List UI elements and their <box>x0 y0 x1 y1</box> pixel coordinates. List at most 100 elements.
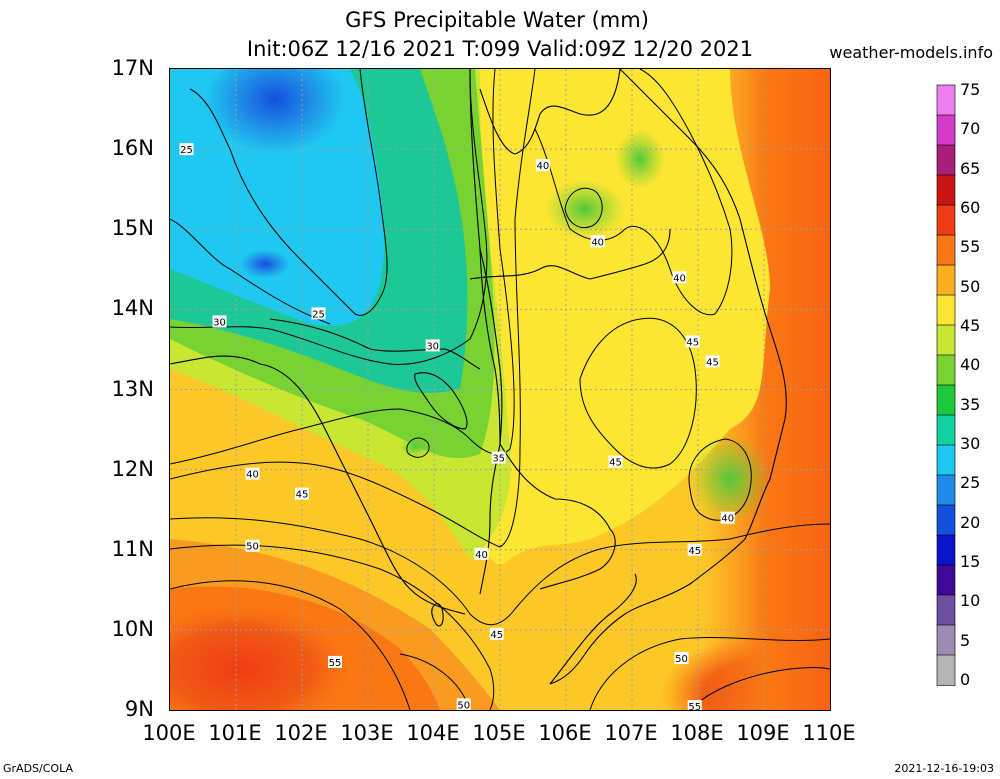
contour-55-se <box>689 667 830 710</box>
svg-text:55: 55 <box>688 702 701 710</box>
colorbar-swatch <box>936 594 956 626</box>
svg-text:40: 40 <box>537 161 550 172</box>
lon-label: 109E <box>736 721 790 745</box>
lat-label: 11N <box>111 536 154 561</box>
footer-right: 2021-12-16-19:03 <box>894 762 994 775</box>
map-plot: 25 25 30 30 35 40 40 40 40 40 40 45 45 45 45 45 45 50 50 50… <box>169 68 831 711</box>
border-thailand-cambodia <box>269 318 481 370</box>
colorbar-label: 40 <box>960 355 981 375</box>
contour-label: 30 <box>425 339 440 352</box>
svg-text:25: 25 <box>180 145 193 156</box>
river-mekong <box>479 248 503 595</box>
contour-label: 40 <box>245 467 260 481</box>
colorbar-label: 70 <box>960 119 981 139</box>
lon-label: 106E <box>538 721 592 745</box>
contour-30 <box>170 69 488 365</box>
contour-label: 45 <box>687 543 702 557</box>
svg-text:45: 45 <box>609 458 622 469</box>
svg-text:40: 40 <box>721 514 734 525</box>
svg-text:40: 40 <box>246 470 259 481</box>
contour-label: 50 <box>245 539 260 553</box>
colorbar-swatch <box>936 114 956 146</box>
borders-coastline <box>170 69 787 685</box>
colorbar-swatch <box>936 204 956 236</box>
lat-label: 16N <box>111 136 154 161</box>
lake-tonle-sap <box>414 372 468 430</box>
colorbar-label: 55 <box>960 237 981 257</box>
lon-label: 110E <box>802 721 856 745</box>
contour-label: 40 <box>672 271 687 284</box>
colorbar-swatch <box>936 444 956 476</box>
contour-40-ne <box>534 69 733 316</box>
map-subtitle: Init:06Z 12/16 2021 T:099 Valid:09Z 12/2… <box>246 37 754 61</box>
lat-label: 9N <box>124 697 154 721</box>
coastline-gulf <box>170 355 466 615</box>
colorbar-label: 65 <box>960 158 981 178</box>
colorbar-label: 15 <box>960 552 981 571</box>
colorbar-swatch <box>936 534 956 566</box>
contour-label: 45 <box>295 487 309 501</box>
contour-label: 55 <box>687 699 702 710</box>
pw-contours <box>170 69 830 710</box>
contour-label: 30 <box>212 315 227 328</box>
contour-label: 45 <box>608 455 623 469</box>
lon-label: 105E <box>472 721 526 745</box>
coastline-mekong-delta <box>549 573 637 685</box>
svg-text:25: 25 <box>312 309 325 320</box>
colorbar-swatch <box>936 654 956 686</box>
contour-label: 45 <box>705 355 720 368</box>
colorbar-swatch <box>936 474 956 506</box>
svg-text:55: 55 <box>329 658 342 669</box>
contour-55 <box>170 580 411 710</box>
contour-label: 25 <box>179 143 194 156</box>
contour-label: 45 <box>685 335 700 348</box>
pw-field-green-pocket-3 <box>615 129 665 189</box>
svg-text:30: 30 <box>213 317 226 328</box>
contour-label: 35 <box>491 451 506 465</box>
pw-field-ne-yellow <box>465 69 770 565</box>
colorbar-swatch <box>936 624 956 656</box>
lon-label: 102E <box>274 721 328 745</box>
colorbar-swatch <box>936 504 956 536</box>
border-cambodia-vietnam <box>499 443 616 590</box>
contour-40-se <box>688 438 752 521</box>
colorbar-label: 10 <box>960 591 981 611</box>
colorbar <box>936 84 956 686</box>
svg-text:45: 45 <box>296 490 309 501</box>
contour-label: 50 <box>456 698 471 710</box>
colorbar-swatch <box>936 144 956 176</box>
contour-label: 55 <box>328 655 342 669</box>
colorbar-swatch <box>936 414 956 446</box>
footer-left: GrADS/COLA <box>3 762 73 775</box>
lat-lon-grid <box>170 69 830 710</box>
contour-closed-pocket <box>564 187 603 229</box>
map-title: GFS Precipitable Water (mm) <box>345 8 649 32</box>
colorbar-label: 20 <box>960 512 981 532</box>
contour-45-inner <box>579 317 697 469</box>
svg-text:50: 50 <box>457 700 470 710</box>
colorbar-label: 60 <box>960 198 981 217</box>
svg-text:45: 45 <box>686 337 699 348</box>
contour-label: 40 <box>720 511 735 525</box>
svg-text:50: 50 <box>675 654 688 665</box>
colorbar-label: 75 <box>960 80 981 99</box>
colorbar-label: 0 <box>960 670 971 689</box>
lon-label: 103E <box>340 721 394 745</box>
site-label[interactable]: weather-models.info <box>829 43 993 62</box>
colorbar-swatch <box>936 354 956 386</box>
pw-field-green-pocket-2 <box>690 434 770 524</box>
contour-40 <box>170 69 536 548</box>
pw-field-blue-min <box>205 69 345 154</box>
colorbar-label: 5 <box>960 630 971 650</box>
colorbar-swatch <box>936 384 956 416</box>
lat-label: 12N <box>111 456 154 481</box>
svg-text:45: 45 <box>706 357 719 368</box>
colorbar-swatch <box>936 294 956 326</box>
colorbar-label: 50 <box>960 276 981 296</box>
coastline-vietnam <box>549 69 787 685</box>
lon-label: 107E <box>604 721 658 745</box>
pw-field-sw-max <box>170 599 360 710</box>
lat-label: 15N <box>111 216 154 241</box>
svg-text:40: 40 <box>591 237 604 248</box>
border-laos-vietnam <box>479 69 621 155</box>
